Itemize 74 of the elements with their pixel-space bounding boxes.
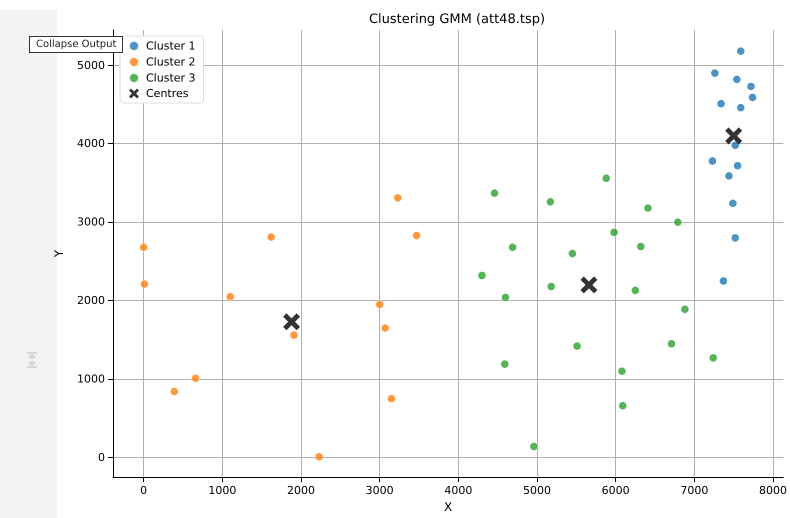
point xyxy=(568,249,577,258)
point xyxy=(618,401,628,410)
point xyxy=(674,218,682,226)
point xyxy=(730,141,740,150)
point xyxy=(719,276,728,286)
point xyxy=(708,354,718,362)
point xyxy=(170,387,179,396)
point xyxy=(500,360,510,368)
x-tick-label: 4000 xyxy=(444,484,472,498)
point xyxy=(631,286,640,295)
point xyxy=(478,271,486,280)
point xyxy=(508,242,517,252)
point xyxy=(610,228,618,237)
legend-label: Cluster 3 xyxy=(146,72,196,84)
legend-label: Cluster 2 xyxy=(146,56,196,68)
point xyxy=(380,324,390,332)
point xyxy=(139,242,148,252)
point xyxy=(725,127,742,144)
point xyxy=(387,394,396,403)
point xyxy=(283,313,300,330)
point xyxy=(730,234,740,242)
point xyxy=(530,442,538,451)
point xyxy=(618,366,626,376)
point xyxy=(290,330,298,340)
x-tick-label: 1000 xyxy=(208,484,236,498)
x-tick-label: 5000 xyxy=(523,484,552,498)
annotation: Collapse Output xyxy=(29,36,124,53)
x-tick-label: 8000 xyxy=(759,484,788,498)
point xyxy=(733,161,742,170)
point xyxy=(728,199,738,208)
y-axis-title: Y xyxy=(52,249,66,258)
point xyxy=(140,280,149,288)
chart-title: Clustering GMM (att48.tsp) xyxy=(368,12,546,27)
point xyxy=(412,231,421,240)
x-tick-label: 7000 xyxy=(680,484,708,498)
point xyxy=(724,172,734,180)
y-tick-label: 3000 xyxy=(77,216,105,229)
point xyxy=(644,204,652,212)
point xyxy=(636,242,646,251)
point xyxy=(732,75,742,84)
x-tick-label: 2000 xyxy=(287,484,316,498)
y-tick-label: 5000 xyxy=(77,58,105,72)
point xyxy=(314,452,324,462)
point xyxy=(736,46,746,56)
point xyxy=(710,68,720,78)
x-tick-label: 3000 xyxy=(366,484,394,498)
legend-label: Centres xyxy=(146,87,189,100)
x-tick-label: 0 xyxy=(140,484,148,498)
point xyxy=(191,374,200,383)
point xyxy=(746,82,756,91)
y-tick-label: 0 xyxy=(98,450,105,464)
point xyxy=(375,300,384,309)
point xyxy=(716,99,726,108)
point xyxy=(602,174,611,183)
point xyxy=(226,292,235,301)
point xyxy=(490,188,499,198)
point xyxy=(667,339,676,348)
point xyxy=(748,93,757,102)
point xyxy=(546,197,555,206)
point xyxy=(736,103,746,112)
point xyxy=(572,342,582,350)
y-tick-label: 1000 xyxy=(77,372,105,386)
x-axis-title: X xyxy=(444,500,452,514)
point xyxy=(708,156,717,166)
y-tick-label: 2000 xyxy=(77,294,105,308)
point xyxy=(393,194,402,202)
point xyxy=(501,293,510,302)
x-tick-label: 6000 xyxy=(602,484,630,498)
point xyxy=(580,276,598,294)
legend-label: Cluster 1 xyxy=(146,40,196,52)
point xyxy=(546,282,556,291)
point xyxy=(680,304,690,314)
point xyxy=(266,232,276,242)
y-tick-label: 4000 xyxy=(77,137,105,150)
